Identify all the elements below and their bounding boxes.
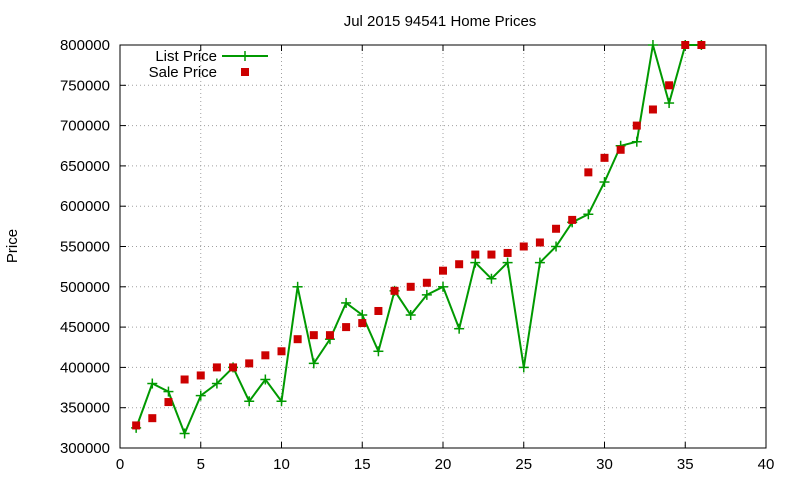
sale-price-point	[681, 41, 690, 49]
y-tick-label: 650000	[60, 158, 110, 175]
sale-price-point	[390, 286, 399, 295]
x-tick-label: 0	[116, 456, 124, 473]
list-price-point	[405, 310, 416, 321]
sale-price-point	[277, 347, 286, 356]
list-price-point	[147, 378, 158, 389]
x-tick-label: 10	[273, 456, 290, 473]
y-tick-label: 450000	[60, 319, 110, 336]
list-price-point	[211, 378, 222, 389]
list-price-point	[551, 241, 562, 252]
sale-price-point	[665, 81, 674, 90]
x-tick-label: 15	[354, 456, 371, 473]
list-price-point	[292, 281, 303, 292]
sale-price-point	[132, 421, 141, 430]
sale-price-point	[196, 371, 205, 380]
list-price-point	[163, 386, 174, 397]
sale-price-point	[422, 278, 431, 287]
sale-price-point	[487, 250, 496, 259]
list-price-point	[179, 428, 190, 439]
legend-label-sale-price: Sale Price	[149, 64, 217, 81]
legend-label-list-price: List Price	[155, 48, 217, 65]
legend-marker-sale-price	[241, 68, 249, 76]
list-price-point	[357, 310, 368, 321]
list-price-point	[470, 257, 481, 268]
sale-price-point	[455, 260, 464, 269]
list-price-point	[631, 136, 642, 147]
sale-price-point	[632, 121, 641, 130]
sale-price-point	[406, 282, 415, 291]
chart-title: Jul 2015 94541 Home Prices	[344, 13, 537, 30]
y-tick-label: 500000	[60, 279, 110, 296]
sale-price-point	[519, 242, 528, 251]
x-tick-label: 40	[758, 456, 775, 473]
data-series	[131, 40, 707, 439]
x-tick-label: 30	[596, 456, 613, 473]
sale-price-point	[584, 168, 593, 177]
sale-price-point	[212, 363, 221, 372]
sale-price-point	[648, 105, 657, 114]
sale-price-point	[325, 331, 334, 340]
list-price-point	[438, 281, 448, 292]
y-tick-label: 400000	[60, 359, 110, 376]
sale-price-point	[600, 153, 609, 162]
y-tick-label: 350000	[60, 400, 110, 417]
sale-price-point	[503, 248, 512, 257]
legend-marker-list-price	[240, 51, 250, 61]
sale-price-point	[616, 145, 625, 154]
sale-price-point	[374, 306, 383, 315]
y-tick-label: 550000	[60, 239, 110, 256]
sale-price-point	[309, 331, 318, 340]
sale-price-point	[245, 359, 254, 368]
y-tick-label: 600000	[60, 198, 110, 215]
sale-price-point	[293, 335, 302, 344]
y-tick-label: 750000	[60, 77, 110, 94]
list-price-point	[599, 177, 610, 188]
list-price-point	[244, 396, 255, 407]
list-price-point	[308, 358, 319, 369]
sale-price-point	[148, 414, 157, 423]
list-price-point	[583, 209, 594, 220]
x-tick-label: 5	[197, 456, 205, 473]
axes: 0 5 10 15 20 25 30 35 40 300000 350000 400000 450000…	[60, 37, 774, 473]
sale-price-point	[342, 323, 351, 332]
y-tick-label: 700000	[60, 118, 110, 135]
sale-price-point	[552, 224, 561, 233]
y-axis-label: Price	[4, 229, 21, 263]
sale-price-point	[261, 351, 270, 360]
list-price-point	[664, 98, 675, 109]
sale-price-point	[358, 319, 367, 328]
sale-price-point	[439, 266, 447, 275]
list-price-point	[195, 390, 206, 401]
sale-price-point	[535, 238, 544, 247]
list-price-point	[341, 297, 352, 308]
x-tick-label: 20	[435, 456, 452, 473]
sale-price-point	[180, 375, 189, 384]
list-price-point	[421, 289, 432, 300]
list-price-point	[534, 257, 545, 268]
list-price-point	[260, 374, 271, 385]
list-price-point	[518, 362, 529, 373]
list-price-point	[373, 346, 384, 357]
list-price-point	[647, 40, 658, 50]
x-tick-label: 35	[677, 456, 694, 473]
list-price-point	[502, 257, 513, 268]
y-tick-label: 300000	[60, 440, 110, 457]
y-tick-label: 800000	[60, 37, 110, 54]
list-price-point	[276, 396, 287, 407]
list-price-point	[486, 273, 497, 284]
sale-price-point	[568, 215, 577, 224]
x-tick-label: 25	[515, 456, 532, 473]
list-price-point	[454, 323, 465, 334]
sale-price-point	[229, 363, 238, 372]
sale-price-point	[471, 250, 480, 259]
sale-price-point	[164, 398, 173, 407]
list-price-line	[135, 44, 702, 437]
sale-price-point	[697, 41, 706, 49]
